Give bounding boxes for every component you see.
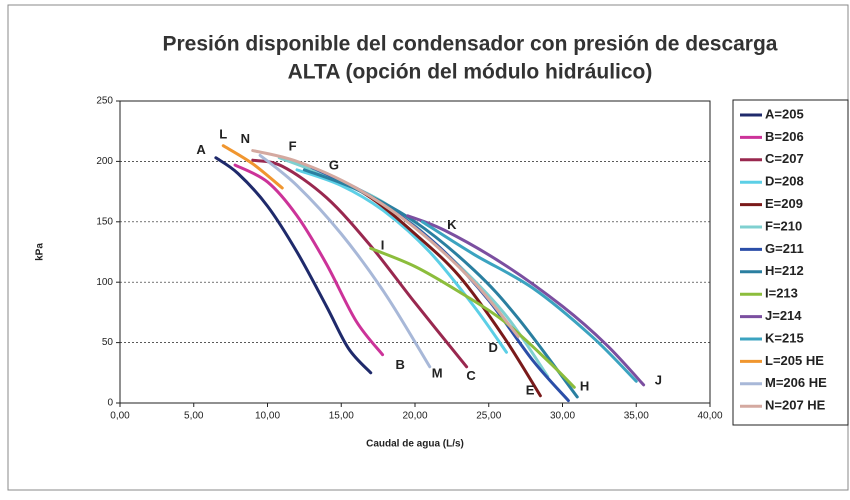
series-line — [420, 220, 638, 383]
x-tick-label: 5,00 — [184, 411, 204, 422]
y-axis-label: kPa — [35, 243, 46, 261]
legend-label: C=207 — [765, 151, 804, 166]
plot-area — [119, 100, 711, 404]
annotation: B — [396, 357, 405, 372]
legend-label: J=214 — [765, 308, 802, 323]
legend-label: E=209 — [765, 196, 803, 211]
series-line — [406, 214, 646, 387]
legend-label: L=205 HE — [765, 353, 824, 368]
legend-label: G=211 — [765, 241, 804, 256]
annotation: E — [526, 382, 535, 397]
chart-title: Presión disponible del condensador con p… — [163, 33, 778, 56]
legend-label: B=206 — [765, 129, 804, 144]
annotation: M — [432, 365, 443, 380]
x-tick-label: 0,00 — [110, 411, 130, 422]
y-tick-label: 100 — [96, 277, 113, 288]
annotation: H — [580, 379, 589, 394]
x-tick-label: 30,00 — [550, 411, 575, 422]
annotation: F — [289, 138, 297, 153]
annotation: N — [241, 131, 250, 146]
legend-label: K=215 — [765, 330, 804, 345]
series-line — [251, 158, 469, 369]
y-tick-label: 200 — [96, 156, 113, 167]
legend-label: D=208 — [765, 174, 804, 189]
annotation: J — [655, 373, 662, 388]
legend-label: M=206 HE — [765, 375, 827, 390]
series-line — [221, 144, 284, 190]
legend-label: F=210 — [765, 218, 802, 233]
chart-subtitle: ALTA (opción del módulo hidráulico) — [288, 61, 653, 84]
x-tick-label: 25,00 — [476, 411, 501, 422]
series-line — [214, 156, 373, 375]
y-tick-label: 250 — [96, 96, 113, 107]
annotation: C — [466, 368, 476, 383]
legend-box — [732, 99, 849, 426]
series-line — [369, 246, 576, 389]
x-axis-label: Caudal de agua (L/s) — [366, 439, 464, 450]
annotation: G — [329, 158, 339, 173]
series-line — [258, 153, 432, 369]
legend-label: I=213 — [765, 286, 798, 301]
y-tick-label: 0 — [107, 398, 113, 409]
x-tick-label: 20,00 — [402, 411, 427, 422]
annotation: A — [196, 142, 206, 157]
x-tick-label: 35,00 — [624, 411, 649, 422]
series-line — [233, 163, 385, 357]
y-tick-label: 150 — [96, 216, 113, 227]
x-tick-label: 10,00 — [255, 411, 280, 422]
annotation: L — [219, 126, 227, 141]
legend-label: N=207 HE — [765, 398, 826, 413]
annotation: I — [381, 237, 385, 252]
series-line — [295, 168, 508, 354]
series-line — [251, 149, 520, 339]
legend-label: H=212 — [765, 263, 804, 278]
x-tick-label: 40,00 — [697, 411, 722, 422]
x-tick-label: 15,00 — [329, 411, 354, 422]
legend-label: A=205 — [765, 106, 804, 121]
y-tick-label: 50 — [102, 337, 114, 348]
annotation: D — [488, 340, 497, 355]
annotation: K — [447, 217, 457, 232]
